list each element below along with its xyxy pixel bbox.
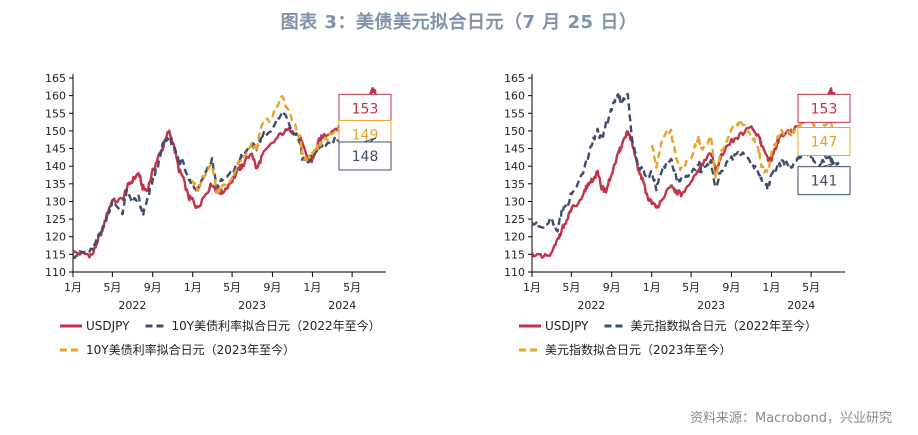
x-year-label: 2024 bbox=[787, 299, 815, 312]
x-year-label: 2022 bbox=[118, 299, 146, 312]
figure-title: 图表 3：美债美元拟合日元（7 月 25 日） bbox=[280, 12, 638, 33]
y-tick-label: 160 bbox=[45, 90, 66, 103]
y-tick-label: 110 bbox=[45, 266, 66, 279]
x-tick-label: 5月 bbox=[343, 281, 361, 294]
x-year-label: 2023 bbox=[697, 299, 725, 312]
y-tick-label: 165 bbox=[45, 72, 66, 85]
y-tick-label: 165 bbox=[504, 72, 525, 85]
end-label-value: 148 bbox=[352, 149, 379, 165]
y-tick-label: 115 bbox=[45, 248, 66, 261]
y-tick-label: 155 bbox=[45, 107, 66, 120]
x-tick-label: 1月 bbox=[64, 281, 82, 294]
chart-right: 110 115 120 125 130 135 140 145 150 155 160 165 1月 5月… bbox=[459, 0, 918, 400]
y-tick-label: 160 bbox=[504, 90, 525, 103]
end-label-box bbox=[338, 93, 392, 123]
x-tick-label: 1月 bbox=[184, 281, 202, 294]
x-tick-label: 1月 bbox=[303, 281, 321, 294]
end-label-box bbox=[338, 141, 392, 171]
y-tick-label: 135 bbox=[45, 178, 66, 191]
x-tick-label: 5月 bbox=[223, 281, 241, 294]
end-label-box bbox=[797, 126, 851, 156]
x-year-label: 2024 bbox=[328, 299, 356, 312]
chart-left-svg: 110 115 120 125 130 135 140 145 150 155 160 165 1月 5月… bbox=[45, 72, 392, 357]
x-year-label: 2023 bbox=[238, 299, 266, 312]
y-tick-label: 140 bbox=[504, 160, 525, 173]
end-label-value: 153 bbox=[352, 101, 379, 117]
x-tick-label: 5月 bbox=[802, 281, 820, 294]
y-tick-label: 125 bbox=[504, 213, 525, 226]
x-tick-label: 9月 bbox=[144, 281, 162, 294]
legend-label-usdjpy: USDJPY bbox=[545, 319, 589, 333]
x-year-label: 2022 bbox=[577, 299, 605, 312]
x-tick-label: 5月 bbox=[103, 281, 121, 294]
x-tick-label: 9月 bbox=[722, 281, 740, 294]
y-tick-label: 155 bbox=[504, 107, 525, 120]
end-label-box bbox=[797, 166, 851, 196]
y-tick-label: 125 bbox=[45, 213, 66, 226]
y-tick-label: 110 bbox=[504, 266, 525, 279]
legend-label-fit2023: 10Y美债利率拟合日元（2023年至今） bbox=[86, 342, 295, 357]
y-tick-label: 120 bbox=[45, 231, 66, 244]
legend-label-fit2022: 10Y美债利率拟合日元（2022年至今） bbox=[171, 318, 380, 333]
y-tick-label: 145 bbox=[45, 143, 66, 156]
x-tick-label: 9月 bbox=[263, 281, 281, 294]
x-tick-label: 9月 bbox=[603, 281, 621, 294]
series-line-fit2022 bbox=[531, 92, 840, 233]
series-line-usdjpy bbox=[72, 87, 382, 259]
y-tick-label: 135 bbox=[504, 178, 525, 191]
y-tick-label: 145 bbox=[504, 143, 525, 156]
y-tick-label: 140 bbox=[45, 160, 66, 173]
x-tick-label: 1月 bbox=[643, 281, 661, 294]
x-tick-label: 1月 bbox=[762, 281, 780, 294]
y-tick-label: 150 bbox=[504, 125, 525, 138]
y-tick-label: 115 bbox=[504, 248, 525, 261]
end-label-value: 147 bbox=[811, 134, 838, 150]
x-tick-label: 1月 bbox=[523, 281, 541, 294]
end-label-value: 153 bbox=[811, 101, 838, 117]
y-tick-label: 120 bbox=[504, 231, 525, 244]
y-tick-label: 130 bbox=[504, 195, 525, 208]
chart-right-svg: 110 115 120 125 130 135 140 145 150 155 160 165 1月 5月… bbox=[504, 72, 851, 357]
legend-label-fit2023: 美元指数拟合日元（2023年至今） bbox=[545, 342, 732, 357]
end-label-box bbox=[797, 93, 851, 123]
series-line-usdjpy bbox=[530, 87, 841, 259]
x-tick-label: 5月 bbox=[682, 281, 700, 294]
x-tick-label: 5月 bbox=[562, 281, 580, 294]
legend-label-fit2022: 美元指数拟合日元（2022年至今） bbox=[630, 318, 817, 333]
chart-left: 110 115 120 125 130 135 140 145 150 155 160 165 1月 5月… bbox=[0, 0, 459, 400]
y-tick-label: 130 bbox=[45, 195, 66, 208]
legend-label-usdjpy: USDJPY bbox=[86, 319, 130, 333]
end-label-value: 141 bbox=[811, 174, 838, 190]
y-tick-label: 150 bbox=[45, 125, 66, 138]
source-note: 资料来源：Macrobond，兴业研究 bbox=[689, 411, 892, 426]
